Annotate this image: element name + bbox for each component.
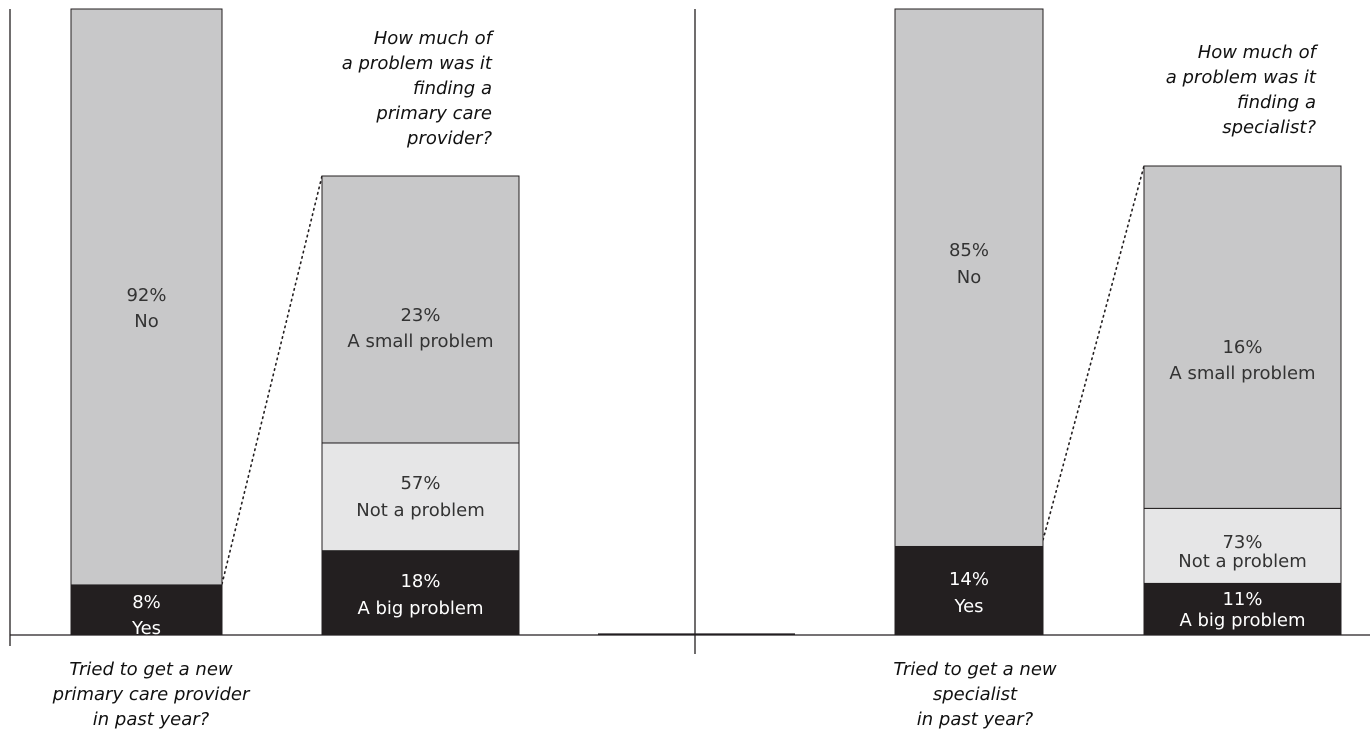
- primary-care-panel: 8% Yes 92% No 18% A big problem 23% A small pro…: [52, 8, 520, 730]
- breakout-question-line: provider?: [406, 128, 492, 149]
- bar-caption-line: in past year?: [93, 709, 210, 730]
- segment-value-label: 85%: [949, 240, 989, 261]
- bar-segment-yes: [894, 545, 1044, 636]
- breakout-connector: [221, 175, 323, 585]
- bar-segment-a-small-problem: [321, 442, 520, 552]
- segment-category-label: A small problem: [1169, 363, 1315, 384]
- breakout-question-line: finding a: [1237, 92, 1316, 113]
- bar-segment-a-big-problem: [321, 550, 520, 636]
- segment-category-label: Not a problem: [1178, 551, 1307, 572]
- segment-value-label: 11%: [1222, 589, 1262, 610]
- segment-category-label: Not a problem: [356, 500, 485, 521]
- segment-value-label: 18%: [400, 571, 440, 592]
- segment-category-label: A big problem: [1179, 610, 1305, 631]
- segment-category-label: A small problem: [347, 331, 493, 352]
- breakout-question-line: primary care: [375, 103, 492, 124]
- breakout-question-line: a problem was it: [342, 53, 493, 74]
- segment-category-label: No: [134, 311, 158, 332]
- bar-caption-line: Tried to get a new: [69, 659, 233, 680]
- bar-segment-no: [70, 8, 223, 586]
- chart-frame: [9, 9, 1370, 654]
- segment-value-label: 8%: [132, 592, 161, 613]
- segment-value-label: 73%: [1222, 532, 1262, 553]
- bar-segment-no: [894, 8, 1044, 547]
- segment-category-label: No: [957, 267, 981, 288]
- bar-segment-not-a-problem: [1143, 165, 1342, 509]
- breakout-connector: [1042, 165, 1145, 541]
- segment-value-label: 16%: [1222, 337, 1262, 358]
- bar-caption-line: specialist: [933, 684, 1018, 705]
- breakout-question-line: finding a: [413, 78, 492, 99]
- segment-value-label: 57%: [400, 473, 440, 494]
- bar-caption-line: in past year?: [917, 709, 1034, 730]
- segment-category-label: Yes: [953, 596, 983, 617]
- segment-value-label: 92%: [126, 285, 166, 306]
- bar-caption-line: Tried to get a new: [893, 659, 1057, 680]
- breakout-question-line: specialist?: [1222, 117, 1316, 138]
- segment-category-label: A big problem: [357, 598, 483, 619]
- segment-value-label: 23%: [400, 305, 440, 326]
- specialist-panel: 14% Yes 85% No 11%A big problem 16% A small pr…: [893, 8, 1342, 730]
- bar-caption-line: primary care provider: [52, 684, 251, 705]
- bar-segment-yes: [70, 584, 223, 636]
- breakout-question-line: How much of: [1198, 42, 1319, 63]
- bar-segment-not-a-problem: [321, 175, 520, 444]
- segment-value-label: 14%: [949, 569, 989, 590]
- segment-category-label: Yes: [131, 618, 161, 639]
- breakout-question-line: How much of: [374, 28, 495, 49]
- breakout-question-line: a problem was it: [1166, 67, 1317, 88]
